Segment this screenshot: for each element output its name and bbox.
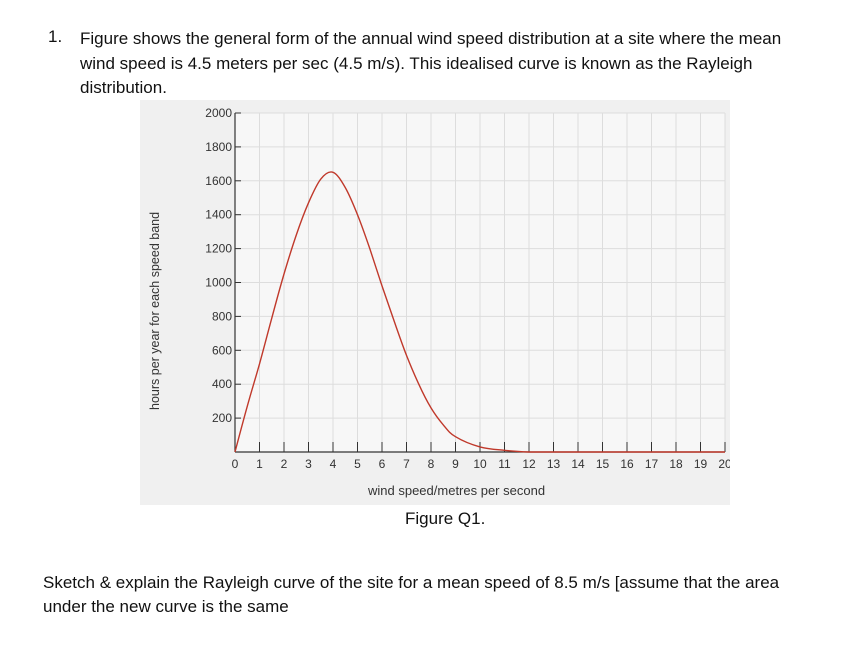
x-tick-label: 10	[473, 457, 487, 471]
x-tick-label: 0	[232, 457, 239, 471]
x-tick-label: 7	[403, 457, 410, 471]
x-tick-label: 6	[379, 457, 386, 471]
y-tick-label: 1400	[205, 208, 232, 222]
y-tick-label: 1600	[205, 174, 232, 188]
question-number: 1.	[48, 27, 62, 47]
x-tick-label: 16	[620, 457, 634, 471]
y-tick-label: 1800	[205, 140, 232, 154]
x-tick-label: 5	[354, 457, 361, 471]
x-tick-label: 11	[498, 457, 511, 471]
y-tick-label: 1000	[205, 276, 232, 290]
question-text: Figure shows the general form of the ann…	[80, 27, 800, 101]
x-tick-label: 1	[256, 457, 263, 471]
x-tick-label: 14	[571, 457, 585, 471]
figure-caption: Figure Q1.	[405, 509, 485, 529]
x-tick-label: 9	[452, 457, 459, 471]
y-tick-label: 1200	[205, 242, 232, 256]
x-tick-label: 8	[428, 457, 435, 471]
y-tick-label: 2000	[205, 106, 232, 120]
y-tick-label: 800	[212, 309, 232, 323]
y-axis-label-wrap: hours per year for each speed band	[148, 410, 168, 670]
x-tick-label: 2	[281, 457, 288, 471]
x-tick-label: 20	[718, 457, 730, 471]
x-tick-label: 3	[305, 457, 312, 471]
y-tick-label: 400	[212, 377, 232, 391]
y-axis-label: hours per year for each speed band	[148, 212, 162, 410]
subquestion-text: Sketch & explain the Rayleigh curve of t…	[43, 571, 803, 619]
x-axis-label: wind speed/metres per second	[368, 483, 545, 498]
x-tick-label: 4	[330, 457, 337, 471]
x-tick-label: 18	[669, 457, 683, 471]
x-tick-label: 13	[547, 457, 561, 471]
x-tick-label: 12	[522, 457, 536, 471]
x-tick-label: 17	[645, 457, 659, 471]
x-tick-label: 15	[596, 457, 610, 471]
x-tick-label: 19	[694, 457, 708, 471]
y-tick-label: 200	[212, 411, 232, 425]
y-tick-label: 600	[212, 343, 232, 357]
